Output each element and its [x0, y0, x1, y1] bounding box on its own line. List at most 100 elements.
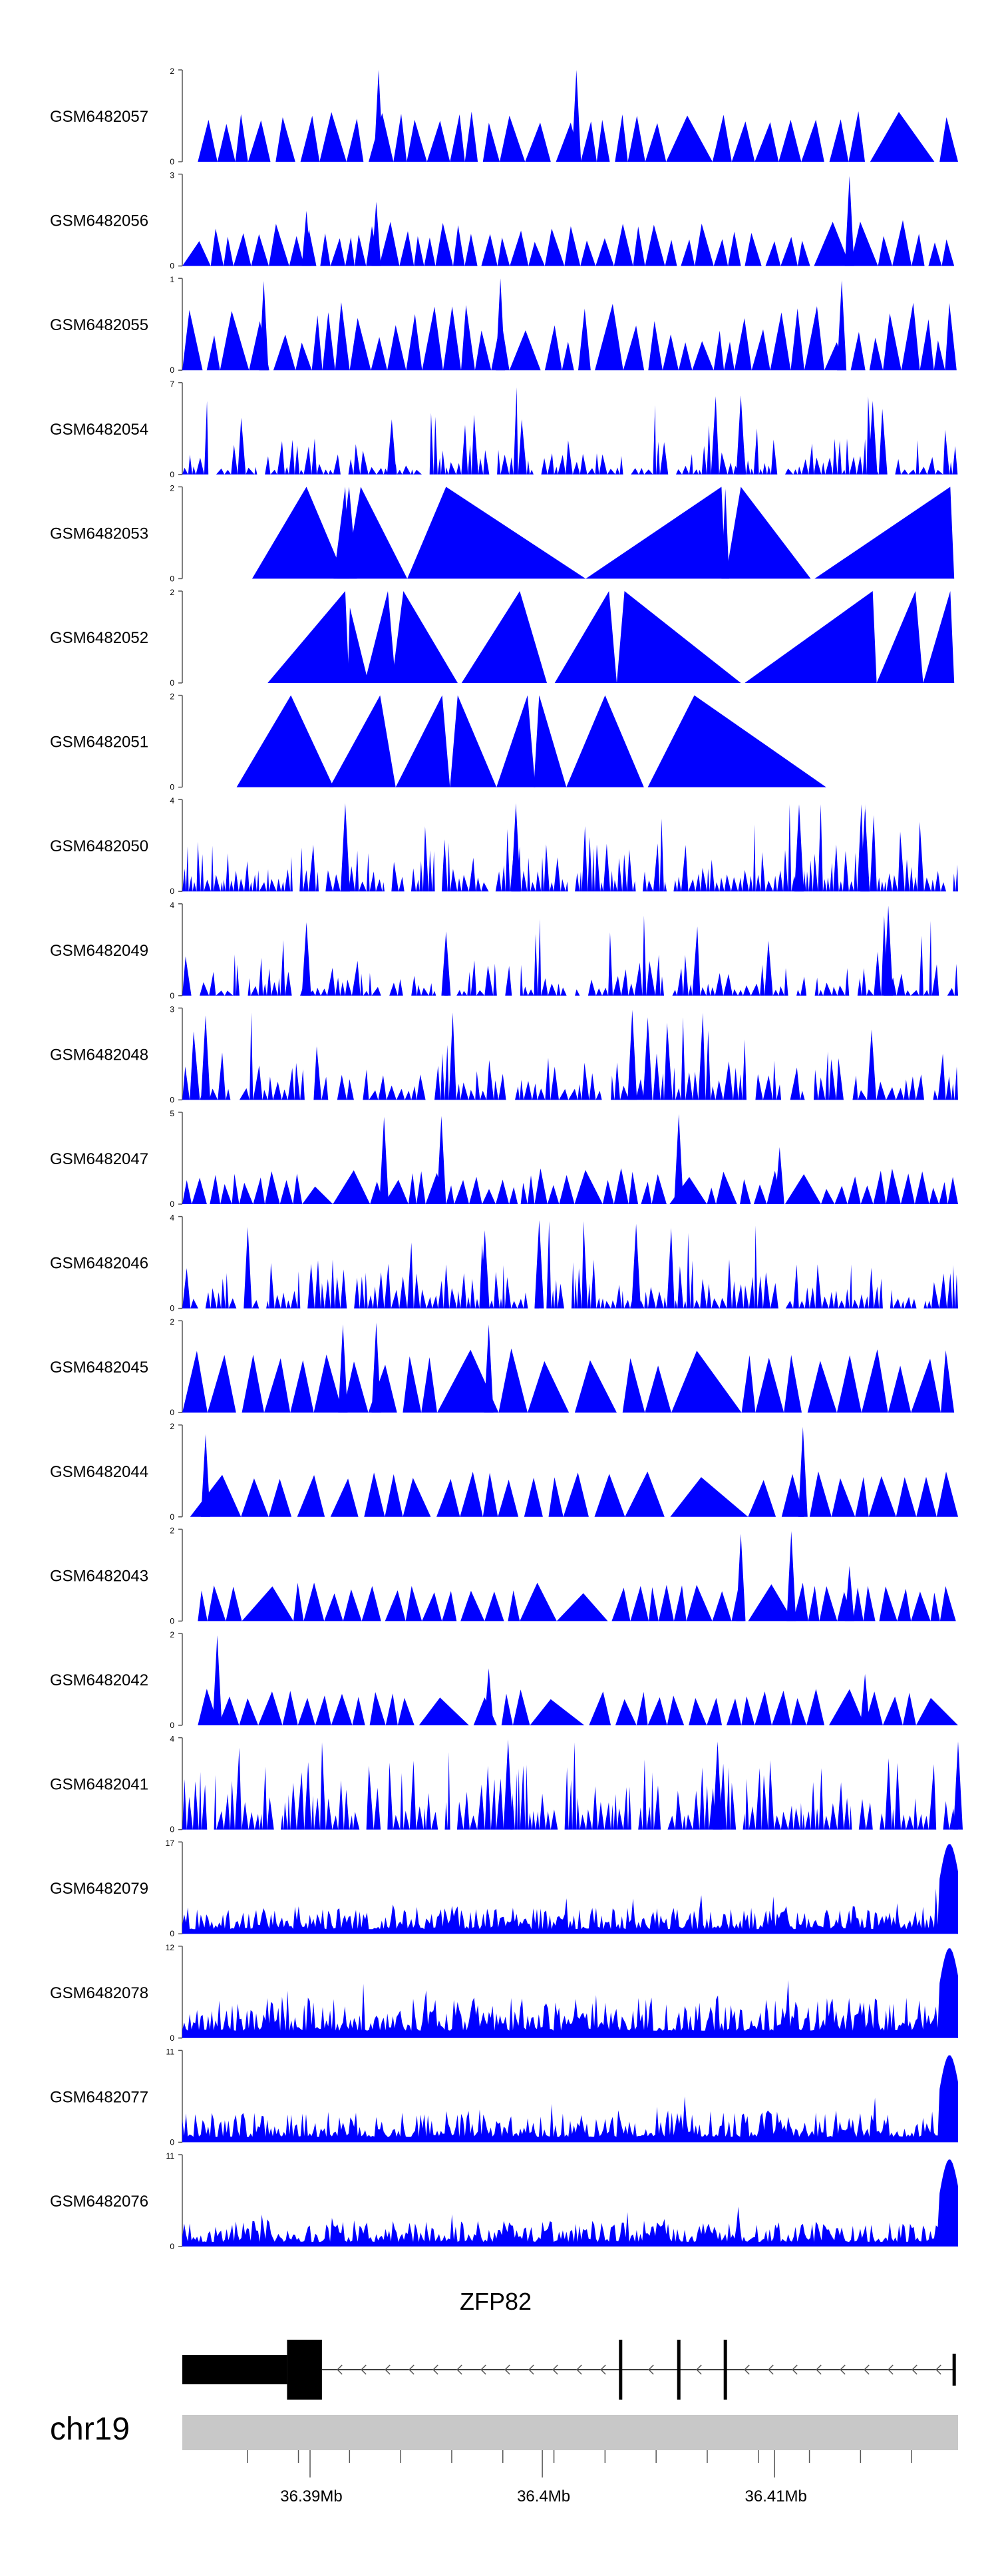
signal-peak — [527, 1175, 535, 1204]
signal-series — [198, 70, 958, 162]
signal-series — [182, 1844, 958, 1934]
signal-peak — [250, 1012, 253, 1100]
signal-peak — [511, 803, 521, 892]
signal-peak — [297, 1475, 325, 1517]
signal-peak — [611, 1805, 614, 1830]
signal-peak — [753, 428, 759, 475]
signal-peak — [812, 853, 818, 892]
signal-peak — [192, 1178, 207, 1204]
signal-peak — [229, 880, 234, 892]
signal-peak — [828, 1291, 834, 1309]
signal-peak — [896, 1088, 904, 1100]
signal-peak — [733, 1068, 739, 1100]
signal-peak — [608, 932, 613, 996]
signal-peak — [239, 1088, 250, 1100]
signal-peak — [442, 1591, 457, 1621]
signal-peak — [611, 1588, 631, 1621]
signal-peak — [182, 956, 192, 996]
signal-peak — [660, 976, 664, 996]
signal-peak — [748, 1277, 754, 1309]
signal-peak — [806, 871, 809, 892]
signal-peak — [449, 1288, 457, 1309]
signal-peak — [923, 877, 931, 892]
signal-peak — [862, 439, 867, 475]
signal-peak — [884, 881, 887, 892]
signal-peak — [715, 882, 720, 892]
signal-peak — [363, 990, 369, 996]
signal-peak — [347, 1079, 354, 1100]
signal-peak — [270, 469, 277, 475]
signal-peak — [762, 1075, 773, 1100]
signal-series — [182, 1948, 958, 2038]
signal-peak — [267, 1076, 273, 1100]
signal-peak — [192, 1781, 199, 1830]
signal-peak — [277, 441, 285, 475]
signal-peak — [713, 1741, 723, 1830]
signal-peak — [844, 176, 854, 266]
signal-peak — [809, 1471, 832, 1517]
signal-peak — [466, 1297, 470, 1309]
strand-arrow — [744, 2364, 750, 2375]
signal-peak — [879, 1586, 898, 1621]
signal-peak — [815, 1264, 822, 1309]
signal-peak — [587, 979, 596, 996]
signal-peak — [461, 425, 468, 475]
signal-peak — [901, 1301, 905, 1309]
signal-peak — [246, 467, 255, 475]
signal-peak — [523, 986, 528, 996]
signal-peak — [302, 1186, 333, 1204]
signal-peak — [220, 882, 223, 892]
y-axis-max-label: 7 — [170, 379, 174, 389]
signal-peak — [383, 468, 389, 475]
signal-peak — [337, 1074, 347, 1100]
signal-peak — [505, 829, 510, 892]
signal-peak — [548, 1477, 564, 1517]
signal-peak — [745, 232, 762, 266]
signal-peak — [426, 1297, 432, 1309]
signal-peak — [952, 446, 958, 475]
signal-peak — [772, 1691, 791, 1725]
signal-peak — [416, 984, 421, 996]
y-axis-min-label: 0 — [170, 365, 174, 375]
signal-peak — [366, 853, 370, 892]
signal-peak — [741, 1696, 755, 1725]
signal-peak — [933, 1090, 938, 1100]
signal-peak — [385, 1693, 398, 1725]
signal-peak — [711, 396, 719, 475]
signal-peak — [828, 1059, 836, 1100]
signal-peak — [726, 1698, 742, 1725]
signal-peak — [399, 1276, 408, 1309]
signal-peak — [371, 1323, 381, 1413]
signal-peak — [324, 1593, 343, 1621]
signal-peak — [772, 1060, 777, 1100]
signal-peak — [498, 1348, 528, 1413]
signal-peak — [842, 469, 846, 475]
signal-peak — [524, 1292, 528, 1309]
signal-peak — [421, 1357, 437, 1413]
signal-peak — [369, 1090, 379, 1100]
signal-peak — [814, 222, 850, 266]
signal-peak — [745, 1779, 749, 1830]
signal-peak — [254, 467, 257, 475]
signal-peak — [182, 1268, 191, 1309]
signal-peak — [311, 315, 323, 371]
signal-peak — [384, 1180, 409, 1204]
signal-peak — [595, 238, 614, 266]
signal-peak — [645, 224, 665, 266]
signal-peak — [429, 413, 434, 475]
y-axis-max-label: 2 — [170, 692, 174, 702]
signal-peak — [951, 1084, 955, 1100]
signal-peak — [190, 1031, 200, 1100]
signal-peak — [630, 1586, 649, 1621]
signal-peak — [742, 869, 749, 892]
signal-peak — [648, 321, 663, 371]
signal-peak — [930, 1592, 940, 1621]
signal-peak — [371, 986, 381, 996]
signal-peak — [501, 865, 506, 892]
signal-peak — [860, 1673, 870, 1725]
signal-peak — [207, 1355, 236, 1413]
signal-peak — [914, 1171, 929, 1204]
signal-peak — [901, 302, 920, 371]
signal-peak — [698, 469, 702, 475]
signal-peak — [814, 977, 819, 996]
